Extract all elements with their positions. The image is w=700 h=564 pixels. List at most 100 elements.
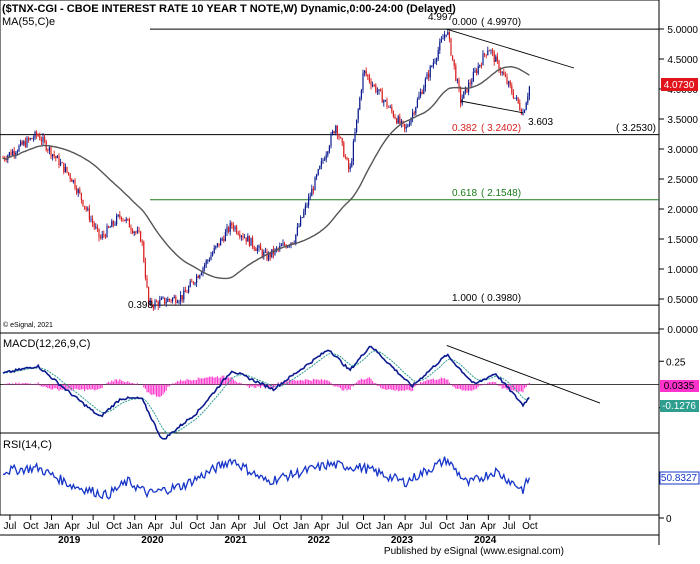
price-candle-body bbox=[384, 100, 386, 101]
price-candle-body bbox=[93, 223, 95, 228]
price-candle-body bbox=[336, 125, 338, 136]
price-candle-body bbox=[120, 217, 122, 220]
fib-618-value: ( 2.1548) bbox=[481, 188, 521, 199]
price-candle-body bbox=[408, 124, 410, 126]
price-candle-body bbox=[453, 59, 455, 66]
price-candle-body bbox=[424, 79, 426, 88]
price-candle-body bbox=[301, 217, 303, 219]
price-candle-body bbox=[69, 174, 71, 179]
price-candle-body bbox=[253, 246, 255, 250]
price-candle-body bbox=[386, 100, 388, 107]
price-candle-body bbox=[106, 226, 108, 238]
x-month-label: Oct bbox=[522, 521, 538, 532]
price-candle-body bbox=[514, 97, 516, 99]
price-axis-label: 1.5000 bbox=[667, 235, 698, 246]
x-month-label: Apr bbox=[397, 521, 413, 532]
price-candle-body bbox=[266, 251, 268, 260]
price-candle-body bbox=[495, 56, 497, 62]
price-candle-body bbox=[202, 267, 204, 274]
fib-382-value: ( 3.2402) bbox=[481, 123, 521, 134]
chart-title: ($TNX-CGI - CBOE INTEREST RATE 10 YEAR T… bbox=[2, 3, 456, 15]
price-candle-body bbox=[133, 231, 135, 234]
price-candle-body bbox=[317, 169, 319, 175]
price-candle-body bbox=[252, 237, 254, 247]
price-candle-body bbox=[340, 137, 342, 139]
price-candle-body bbox=[325, 154, 327, 160]
price-candle-body bbox=[500, 70, 502, 73]
last-price-tag: 4.0730 bbox=[664, 80, 695, 91]
price-candle-body bbox=[208, 259, 210, 261]
price-candle-body bbox=[488, 50, 490, 52]
x-month-label: Oct bbox=[189, 521, 205, 532]
price-candle-body bbox=[132, 230, 134, 234]
x-month-label: Jul bbox=[253, 521, 266, 532]
price-candle-body bbox=[122, 219, 124, 221]
price-candle-body bbox=[332, 131, 334, 135]
price-candle-body bbox=[224, 232, 226, 242]
price-candle-body bbox=[140, 231, 142, 242]
rsi-panel bbox=[0, 432, 660, 516]
price-candle-body bbox=[308, 197, 310, 206]
price-candle-body bbox=[407, 125, 409, 127]
price-candle-body bbox=[178, 301, 180, 303]
price-candle-body bbox=[351, 161, 353, 167]
price-candle-body bbox=[312, 188, 314, 191]
price-candle-body bbox=[356, 119, 358, 133]
price-candle-body bbox=[164, 297, 166, 304]
price-candle-body bbox=[52, 154, 54, 157]
price-candle-body bbox=[92, 219, 94, 224]
price-candle-body bbox=[346, 157, 348, 160]
x-year-label: 2024 bbox=[474, 535, 497, 546]
price-axis-label: 5.0000 bbox=[667, 25, 698, 36]
price-candle-body bbox=[420, 91, 422, 96]
price-candle-body bbox=[260, 245, 262, 250]
price-candle-body bbox=[181, 295, 183, 300]
price-candle-body bbox=[466, 87, 468, 93]
price-candle-body bbox=[460, 88, 462, 104]
price-candle-body bbox=[218, 243, 220, 246]
price-candle-body bbox=[32, 138, 34, 140]
x-month-label: Jan bbox=[293, 521, 309, 532]
price-candle-body bbox=[210, 255, 212, 260]
fib-1-value: ( 0.3980) bbox=[481, 293, 521, 304]
price-candle-body bbox=[138, 230, 140, 232]
fib-618-ratio: 0.618 bbox=[452, 188, 477, 199]
price-candle-body bbox=[116, 216, 118, 225]
price-candle-body bbox=[128, 219, 130, 228]
price-candle-body bbox=[456, 79, 458, 81]
fib-0-ratio: 0.000 bbox=[452, 17, 477, 28]
price-candle-body bbox=[212, 252, 214, 256]
price-candle-body bbox=[48, 147, 50, 151]
price-candle-body bbox=[463, 91, 465, 99]
price-candle-body bbox=[85, 207, 87, 210]
price-candle-body bbox=[394, 116, 396, 119]
price-candle-body bbox=[221, 238, 223, 240]
price-candle-body bbox=[144, 261, 146, 278]
price-candle-body bbox=[452, 55, 454, 60]
price-candle-body bbox=[378, 89, 380, 92]
price-candle-body bbox=[496, 56, 498, 61]
price-candle-body bbox=[480, 64, 482, 66]
price-candle-body bbox=[479, 64, 481, 67]
price-candle-body bbox=[60, 162, 62, 166]
price-candle-body bbox=[296, 226, 298, 235]
price-candle-body bbox=[170, 300, 172, 302]
price-candle-body bbox=[71, 178, 73, 182]
price-candle-body bbox=[15, 153, 17, 155]
high-annotation: 4.997 bbox=[428, 12, 453, 23]
price-candle-body bbox=[228, 227, 230, 232]
price-candle-body bbox=[327, 151, 329, 155]
price-candle-body bbox=[365, 70, 367, 75]
price-candle-body bbox=[428, 73, 430, 78]
price-candle-body bbox=[525, 102, 527, 111]
price-candle-body bbox=[23, 141, 25, 145]
price-candle-body bbox=[88, 208, 90, 220]
price-candle-body bbox=[213, 247, 215, 253]
price-candle-body bbox=[162, 297, 164, 299]
price-candle-body bbox=[445, 34, 447, 36]
price-candle-body bbox=[464, 87, 466, 92]
price-candle-body bbox=[53, 154, 55, 157]
x-year-label: 2020 bbox=[141, 535, 164, 546]
price-candle-body bbox=[103, 234, 105, 236]
price-axis-label: 1.0000 bbox=[667, 265, 698, 276]
